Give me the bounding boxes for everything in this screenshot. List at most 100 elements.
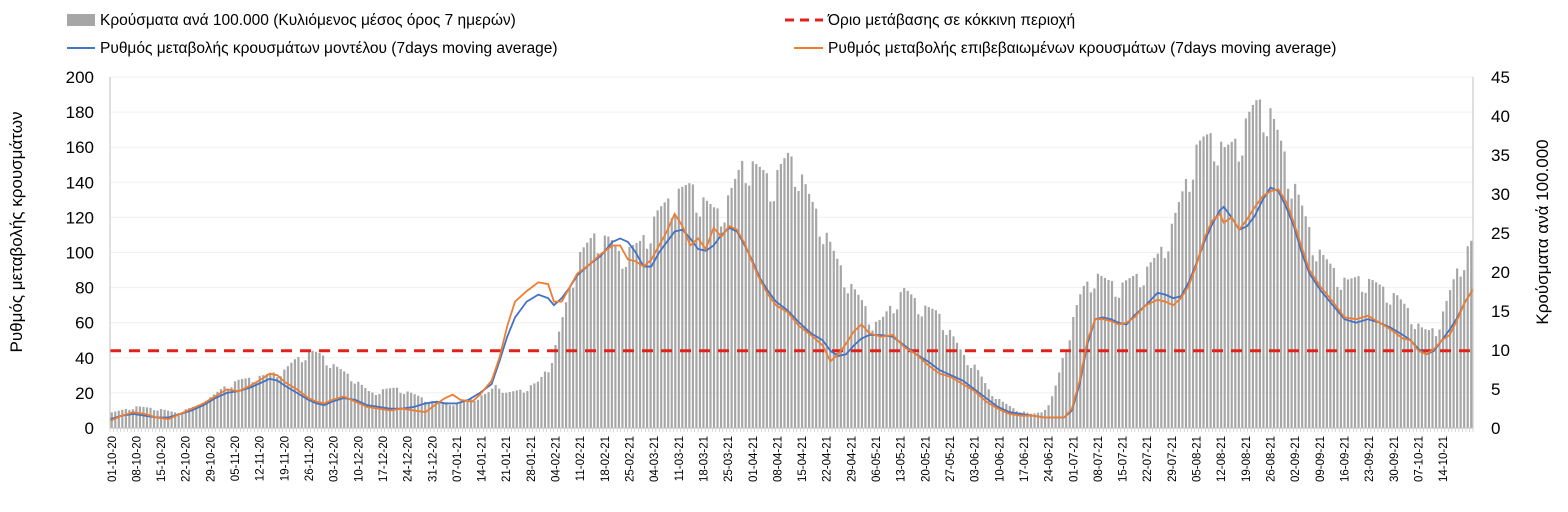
- x-tick-label: 17-12-20: [378, 436, 390, 482]
- bar: [240, 379, 244, 428]
- legend-item-threshold: Όριο μετάβασης σε κόκκινη περιοχή: [785, 12, 1075, 29]
- bar: [230, 387, 233, 428]
- bar: [1360, 291, 1364, 428]
- bar: [836, 258, 839, 428]
- x-tick-label: 24-06-21: [1044, 436, 1056, 482]
- bar: [1209, 133, 1212, 428]
- bar: [1346, 279, 1350, 428]
- x-tick-label: 11-03-21: [674, 436, 686, 481]
- bar: [579, 251, 582, 428]
- y-left-tick-label: 60: [75, 314, 94, 333]
- bar: [124, 408, 127, 428]
- bar: [1417, 323, 1420, 428]
- bar: [1382, 286, 1385, 428]
- bar: [226, 388, 230, 428]
- bar: [853, 289, 856, 428]
- bar: [913, 298, 916, 428]
- bar: [934, 310, 937, 428]
- bar: [1445, 300, 1448, 428]
- bar: [325, 365, 328, 428]
- bar: [1206, 134, 1209, 429]
- bar: [1378, 284, 1381, 428]
- x-tick-label: 20-05-21: [920, 436, 932, 482]
- x-tick-label: 22-04-21: [822, 436, 834, 482]
- bar: [466, 400, 469, 428]
- x-tick-label: 05-11-20: [230, 436, 242, 481]
- bar: [304, 360, 307, 428]
- legend-label-confirmed: Ρυθμός μεταβολής επιβεβαιωμένων κρουσμάτ…: [828, 40, 1336, 57]
- bar: [839, 265, 842, 428]
- bar: [1103, 278, 1107, 428]
- bar: [321, 355, 325, 428]
- bar: [631, 245, 635, 428]
- bar: [994, 398, 997, 428]
- bar: [1396, 295, 1399, 428]
- bar: [455, 402, 458, 428]
- bar: [138, 406, 142, 428]
- y-right-axis-label: Κρούσματα ανά 100.000: [1533, 139, 1552, 324]
- bar: [959, 349, 962, 428]
- bar: [508, 392, 511, 428]
- bar: [1470, 240, 1473, 428]
- x-tick-label: 04-02-21: [551, 436, 563, 482]
- x-tick-label: 25-02-21: [624, 436, 636, 482]
- x-tick-label: 26-11-20: [304, 436, 316, 481]
- bar: [1392, 293, 1395, 428]
- bar: [1220, 141, 1223, 428]
- bar: [695, 212, 698, 428]
- x-tick-label: 10-12-20: [353, 436, 365, 482]
- bar: [1255, 100, 1258, 428]
- bar: [822, 244, 825, 428]
- bar: [1371, 280, 1374, 428]
- bar: [424, 401, 427, 428]
- bar: [357, 381, 360, 428]
- y-left-tick-label: 140: [66, 173, 94, 192]
- bar: [290, 362, 293, 428]
- bar: [1368, 278, 1371, 428]
- bar: [452, 405, 455, 428]
- bar: [371, 392, 374, 428]
- bar: [1322, 254, 1325, 428]
- bar: [233, 381, 237, 428]
- x-tick-label: 12-11-20: [255, 436, 267, 481]
- bar: [628, 247, 631, 428]
- bar: [952, 336, 955, 428]
- bar: [1146, 266, 1149, 428]
- bar: [656, 210, 659, 428]
- bar: [1188, 191, 1191, 428]
- bar: [593, 233, 596, 428]
- bar: [660, 206, 663, 428]
- bar: [318, 352, 321, 428]
- bar: [941, 330, 945, 428]
- x-tick-label: 11-02-21: [575, 436, 587, 481]
- y-left-tick-label: 160: [66, 138, 94, 157]
- bar: [776, 170, 779, 428]
- x-tick-label: 03-06-21: [970, 436, 982, 482]
- bar: [797, 191, 800, 428]
- bar: [889, 305, 892, 428]
- x-tick-label: 03-12-20: [329, 436, 341, 482]
- bar: [487, 392, 490, 428]
- bar: [815, 208, 818, 428]
- bar: [1149, 262, 1152, 428]
- bar: [712, 207, 716, 428]
- bar: [536, 381, 540, 428]
- bar: [1191, 179, 1195, 428]
- bar: [427, 403, 430, 428]
- bar: [737, 169, 740, 428]
- bar: [998, 399, 1001, 428]
- bar: [804, 184, 807, 428]
- bar: [1029, 413, 1033, 428]
- y-right-tick-label: 10: [1491, 341, 1510, 360]
- bar: [265, 374, 268, 428]
- bar: [1001, 401, 1004, 428]
- bar: [1223, 147, 1226, 428]
- y-left-tick-labels: 0 20 40 60 80 100 120 140 160 180 200: [66, 68, 94, 438]
- bar: [635, 242, 638, 428]
- bar: [1174, 212, 1177, 428]
- y-left-tick-label: 20: [75, 384, 94, 403]
- bar: [589, 238, 592, 428]
- bar: [174, 412, 177, 428]
- bar: [1315, 261, 1318, 428]
